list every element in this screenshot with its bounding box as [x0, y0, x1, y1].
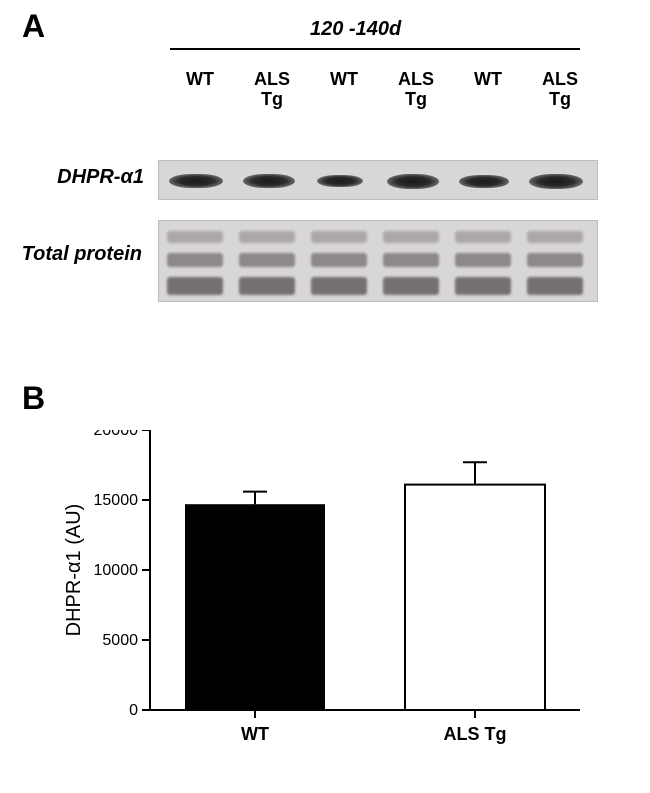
- total-protein-band: [239, 277, 295, 295]
- panel-b-label: B: [22, 380, 45, 417]
- total-protein-band: [383, 253, 439, 267]
- total-protein-band: [239, 231, 295, 243]
- western-band: [243, 174, 295, 188]
- lane-label: ALSTg: [524, 70, 596, 110]
- svg-text:15000: 15000: [94, 492, 139, 509]
- bar-chart-dhpr: 0 5000 10000 15000 20000 DHPR-α1 (AU) WT ALS Tg: [60, 430, 610, 780]
- svg-text:20000: 20000: [94, 430, 139, 439]
- total-protein-band: [167, 277, 223, 295]
- western-band: [459, 175, 509, 188]
- total-protein-band: [455, 253, 511, 267]
- total-protein-band: [311, 231, 367, 243]
- lane-label: ALSTg: [236, 70, 308, 110]
- lane-label: ALSTg: [380, 70, 452, 110]
- svg-text:WT: WT: [241, 724, 269, 744]
- total-protein-band: [311, 277, 367, 295]
- row-label-total: Total protein: [0, 243, 142, 266]
- row-label-dhpr: DHPR-α1: [24, 166, 144, 189]
- western-band: [169, 174, 223, 188]
- bar-als-tg: [405, 485, 545, 710]
- lane-label: WT: [452, 70, 524, 110]
- total-protein-band: [527, 253, 583, 267]
- blot-total-protein: [158, 220, 598, 302]
- total-protein-band: [455, 277, 511, 295]
- western-band: [317, 175, 363, 187]
- bar-wt: [185, 504, 325, 710]
- western-band: [529, 174, 583, 189]
- svg-text:10000: 10000: [94, 562, 139, 579]
- svg-text:ALS Tg: ALS Tg: [444, 724, 507, 744]
- lane-label: WT: [164, 70, 236, 110]
- lane-labels: WTALSTgWTALSTgWTALSTg: [164, 70, 596, 110]
- svg-text:5000: 5000: [102, 632, 138, 649]
- total-protein-band: [311, 253, 367, 267]
- total-protein-band: [167, 231, 223, 243]
- western-band: [387, 174, 439, 189]
- total-protein-band: [527, 277, 583, 295]
- total-protein-band: [239, 253, 295, 267]
- svg-text:DHPR-α1 (AU): DHPR-α1 (AU): [63, 504, 85, 637]
- total-protein-band: [383, 231, 439, 243]
- total-protein-band: [455, 231, 511, 243]
- total-protein-band: [383, 277, 439, 295]
- lane-label: WT: [308, 70, 380, 110]
- svg-text:0: 0: [129, 702, 138, 719]
- timepoint-label: 120 -140d: [310, 18, 401, 41]
- panel-a-label: A: [22, 8, 45, 45]
- total-protein-band: [527, 231, 583, 243]
- blot-dhpr: [158, 160, 598, 200]
- total-protein-band: [167, 253, 223, 267]
- timepoint-overline: [170, 48, 580, 50]
